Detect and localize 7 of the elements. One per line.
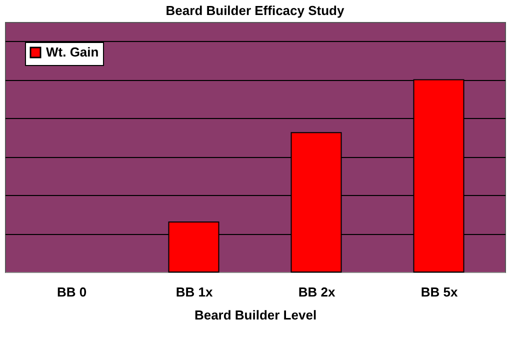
x-tick-label: BB 2x [298, 284, 336, 300]
x-tick-label: BB 5x [420, 284, 458, 300]
chart-title: Beard Builder Efficacy Study [166, 3, 345, 18]
x-tick-label: BB 1x [176, 284, 214, 300]
legend-label: Wt. Gain [46, 44, 99, 60]
x-axis-title: Beard Builder Level [194, 308, 317, 322]
x-tick-label: BB 0 [56, 284, 87, 300]
